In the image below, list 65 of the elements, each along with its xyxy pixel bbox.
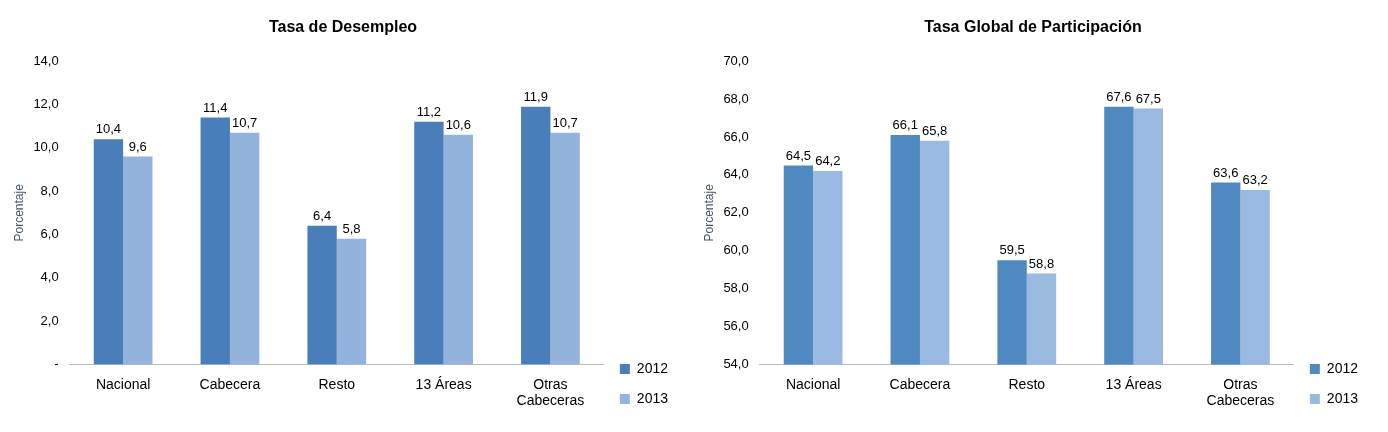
data-label: 67,6: [1106, 88, 1132, 104]
y-tick-label: 6,0: [40, 226, 59, 242]
data-label: 9,6: [128, 138, 147, 154]
y-tick-label: 58,0: [723, 280, 749, 296]
x-tick-label: Cabecera: [199, 375, 261, 392]
data-label: 67,5: [1135, 90, 1161, 106]
x-tick-label: Resto: [1008, 375, 1046, 392]
y-tick-label: 62,0: [723, 204, 749, 220]
data-label: 63,6: [1213, 164, 1239, 180]
x-tick-label: Resto: [318, 375, 356, 392]
data-label: 10,6: [445, 116, 471, 132]
data-label: 58,8: [1028, 255, 1055, 271]
data-label: 59,5: [999, 242, 1025, 258]
bar: [443, 134, 473, 365]
legend-label: 2013: [1326, 389, 1359, 406]
x-tick-label: Nacional: [785, 375, 841, 392]
y-axis-title: Porcentaje: [11, 183, 26, 242]
y-tick-label: 10,0: [33, 139, 59, 155]
data-label: 11,2: [416, 103, 442, 119]
x-tick-label: 13 Áreas: [1105, 375, 1162, 392]
bar: [521, 106, 551, 365]
y-tick-label: 4,0: [40, 269, 59, 285]
x-tick-label: Cabecera: [889, 375, 951, 392]
y-tick-label: 14,0: [33, 52, 59, 68]
y-tick-label: 60,0: [723, 242, 749, 258]
data-label: 10,4: [95, 121, 122, 137]
y-tick-label: 54,0: [723, 355, 749, 371]
data-label: 64,2: [815, 153, 841, 169]
bar: [550, 132, 580, 365]
legend-label: 2013: [636, 389, 669, 406]
y-tick-label: 64,0: [723, 166, 749, 182]
bar: [336, 238, 367, 365]
y-tick-label: 56,0: [723, 318, 749, 334]
data-label: 11,4: [203, 99, 228, 115]
y-tick-label: 68,0: [723, 90, 749, 106]
data-label: 11,9: [523, 88, 548, 104]
data-label: 66,1: [892, 117, 918, 133]
y-tick-label: 66,0: [723, 128, 749, 144]
x-tick-label: Otras Cabeceras: [516, 375, 585, 409]
bar: [93, 139, 124, 365]
chart-title: Tasa de Desempleo: [268, 18, 418, 36]
data-label: 63,2: [1242, 172, 1268, 188]
data-label: 64,5: [785, 147, 812, 163]
bar: [229, 132, 260, 365]
bar: [414, 121, 444, 365]
bar: [200, 117, 230, 365]
y-axis-title: Porcentaje: [701, 183, 716, 242]
data-label: 10,7: [231, 114, 258, 130]
legend-label: 2012: [636, 359, 669, 376]
data-label: 65,8: [921, 122, 948, 138]
y-tick-label: 2,0: [40, 312, 59, 328]
y-tick-label: -: [54, 355, 59, 371]
y-tick-label: 12,0: [33, 96, 59, 112]
data-label: 10,7: [552, 114, 578, 130]
data-label: 6,4: [313, 207, 332, 223]
x-tick-label: 13 Áreas: [415, 375, 472, 392]
x-tick-label: Otras Cabeceras: [1206, 375, 1275, 409]
y-tick-label: 8,0: [40, 182, 59, 198]
chart-title: Tasa Global de Participación: [924, 18, 1142, 36]
legend-label: 2012: [1326, 359, 1359, 376]
bar: [307, 225, 337, 365]
x-tick-label: Nacional: [95, 375, 151, 392]
bar: [123, 156, 153, 365]
y-tick-label: 70,0: [723, 52, 749, 68]
data-label: 5,8: [342, 220, 361, 236]
